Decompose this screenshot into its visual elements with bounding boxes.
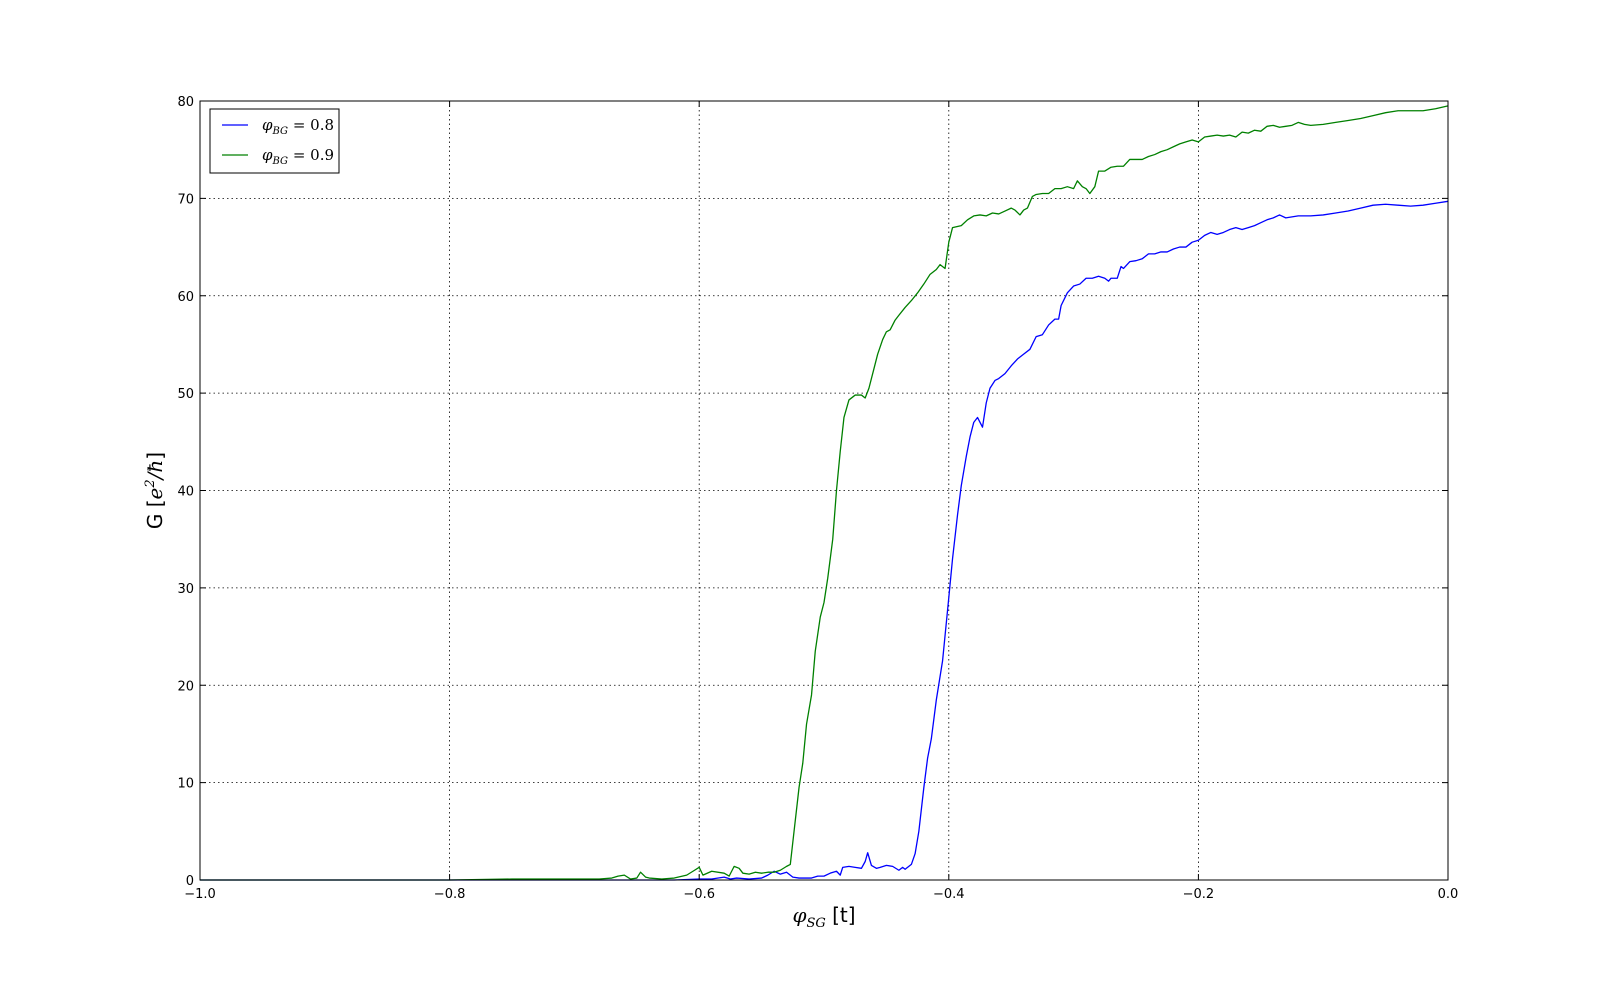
y-tick-label: 20 xyxy=(177,679,194,694)
x-tick-label: −1.0 xyxy=(184,887,216,902)
legend: φBG = 0.8 φBG = 0.9 xyxy=(209,108,340,174)
y-tick-label: 70 xyxy=(177,192,194,207)
y-tick-label: 10 xyxy=(177,777,194,792)
series-line-0 xyxy=(200,200,1449,881)
x-tick-label: −0.4 xyxy=(933,887,965,902)
y-axis-label: G [e2/ħ] xyxy=(143,452,167,529)
legend-entry-1: φBG = 0.9 xyxy=(262,146,334,167)
legend-entry-0: φBG = 0.8 xyxy=(262,116,334,137)
x-tick-label: 0.0 xyxy=(1438,887,1459,902)
x-axis-label: φSG [t] xyxy=(792,903,855,931)
series-line-1 xyxy=(200,105,1449,881)
y-tick-label: 30 xyxy=(177,582,194,597)
y-tick-label: 60 xyxy=(177,290,194,305)
ticks: −1.0 −0.8 −0.6 −0.4 −0.2 0.0 0 10 20 30 40 50 60 70 80 xyxy=(177,95,1458,902)
plot-frame xyxy=(199,100,1449,881)
x-tick-label: −0.6 xyxy=(683,887,715,902)
y-tick-label: 50 xyxy=(177,387,194,402)
x-tick-label: −0.8 xyxy=(434,887,466,902)
y-tick-label: 0 xyxy=(186,874,194,889)
legend-box xyxy=(209,108,340,174)
grid-lines xyxy=(200,101,1448,880)
y-tick-label: 40 xyxy=(177,485,194,500)
series-lines xyxy=(200,105,1449,881)
x-tick-label: −0.2 xyxy=(1183,887,1215,902)
y-tick-label: 80 xyxy=(177,95,194,110)
